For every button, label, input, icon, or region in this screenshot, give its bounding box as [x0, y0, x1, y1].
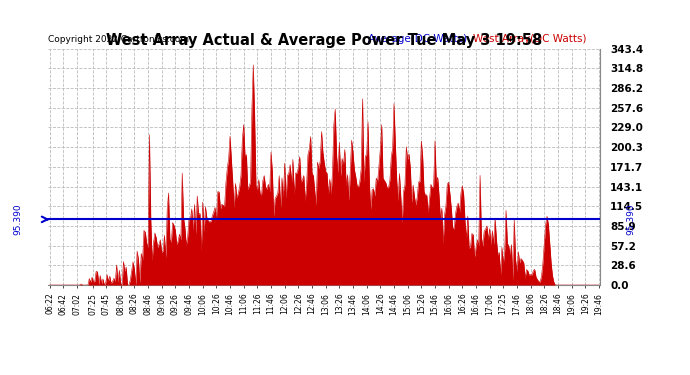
Text: West Array(DC Watts): West Array(DC Watts) [473, 34, 586, 44]
Title: West Array Actual & Average Power Tue May 3 19:58: West Array Actual & Average Power Tue Ma… [106, 33, 542, 48]
Text: Average(DC Watts): Average(DC Watts) [368, 34, 468, 44]
Text: 95.390: 95.390 [626, 204, 635, 235]
Text: Copyright 2022 Cartronics.com: Copyright 2022 Cartronics.com [48, 35, 189, 44]
Text: 95.390: 95.390 [13, 204, 23, 235]
